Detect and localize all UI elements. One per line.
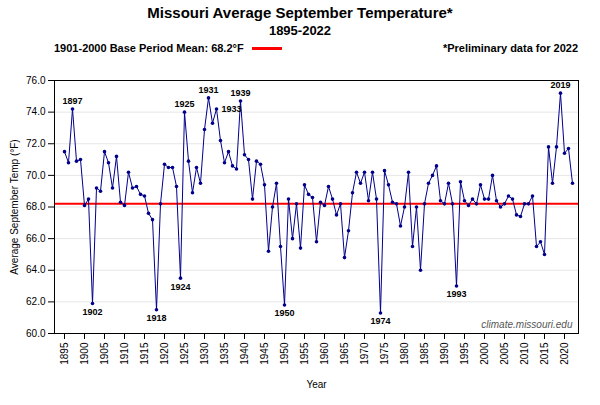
svg-text:68.0: 68.0 [26,201,46,212]
svg-text:1915: 1915 [139,342,150,365]
svg-text:1900: 1900 [79,342,90,365]
svg-text:1960: 1960 [319,342,330,365]
svg-text:1897: 1897 [62,96,82,106]
svg-text:1905: 1905 [99,342,110,365]
svg-text:1970: 1970 [359,342,370,365]
svg-text:2019: 2019 [550,80,570,90]
svg-text:1939: 1939 [230,88,250,98]
svg-text:1990: 1990 [439,342,450,365]
svg-text:1965: 1965 [339,342,350,365]
svg-text:Year: Year [306,379,327,390]
svg-text:1940: 1940 [239,342,250,365]
svg-text:1924: 1924 [170,282,190,292]
svg-text:1980: 1980 [399,342,410,365]
svg-text:76.0: 76.0 [26,75,46,86]
html-text:1901-2000 Base Period Mean: 68: 1901-2000 Base Period Mean: 68.2°F [54,42,244,54]
svg-text:62.0: 62.0 [26,296,46,307]
svg-text:1950: 1950 [274,308,294,318]
svg-text:2010: 2010 [519,342,530,365]
svg-text:Average September Temp (°F): Average September Temp (°F) [9,139,20,274]
svg-text:60.0: 60.0 [26,328,46,339]
svg-text:1933: 1933 [222,104,242,114]
svg-text:1918: 1918 [146,313,166,323]
svg-text:1950: 1950 [279,342,290,365]
svg-text:66.0: 66.0 [26,233,46,244]
svg-text:1985: 1985 [419,342,430,365]
svg-text:2015: 2015 [539,342,550,365]
svg-text:1975: 1975 [379,342,390,365]
svg-text:1935: 1935 [219,342,230,365]
svg-text:1955: 1955 [299,342,310,365]
svg-text:1895: 1895 [59,342,70,365]
svg-text:74.0: 74.0 [26,106,46,117]
svg-text:64.0: 64.0 [26,264,46,275]
svg-text:1925: 1925 [179,342,190,365]
html-text:*Preliminary data for 2022: *Preliminary data for 2022 [442,42,578,54]
svg-text:70.0: 70.0 [26,170,46,181]
svg-text:1993: 1993 [446,289,466,299]
svg-text:1910: 1910 [119,342,130,365]
svg-text:1925: 1925 [174,99,194,109]
html-text:1895-2022: 1895-2022 [268,23,332,38]
svg-text:1931: 1931 [198,85,218,95]
html-text:Missouri Average September Tem: Missouri Average September Temperature* [147,4,453,21]
svg-text:climate.missouri.edu: climate.missouri.edu [481,319,573,330]
svg-text:2005: 2005 [499,342,510,365]
svg-text:2020: 2020 [559,342,570,365]
svg-text:1945: 1945 [259,342,270,365]
svg-text:1995: 1995 [459,342,470,365]
svg-text:1974: 1974 [370,316,390,326]
svg-text:1930: 1930 [199,342,210,365]
svg-text:2000: 2000 [479,342,490,365]
svg-text:1902: 1902 [82,307,102,317]
svg-text:1920: 1920 [159,342,170,365]
svg-text:72.0: 72.0 [26,138,46,149]
